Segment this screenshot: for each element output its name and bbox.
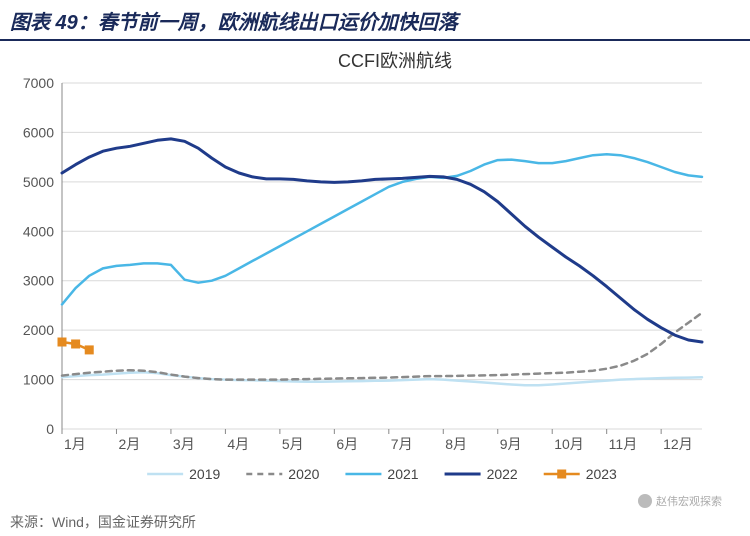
legend-label: 2022 — [487, 466, 518, 482]
marker-2023 — [58, 338, 67, 347]
series-2021 — [62, 154, 702, 304]
x-tick-label: 7月 — [391, 436, 413, 452]
source-label: 来源：Wind，国金证券研究所 — [0, 508, 750, 536]
legend-label: 2023 — [586, 466, 617, 482]
x-tick-label: 8月 — [445, 436, 467, 452]
x-tick-label: 12月 — [663, 436, 693, 452]
y-tick-label: 7000 — [23, 75, 54, 91]
x-tick-label: 3月 — [173, 436, 195, 452]
chart-title: CCFI欧洲航线 — [0, 47, 750, 73]
x-tick-label: 1月 — [64, 436, 86, 452]
x-tick-label: 9月 — [500, 436, 522, 452]
series-2020 — [62, 313, 702, 380]
y-tick-label: 5000 — [23, 174, 54, 190]
x-tick-label: 4月 — [227, 436, 249, 452]
marker-2023 — [71, 339, 80, 348]
x-tick-label: 5月 — [282, 436, 304, 452]
watermark-icon — [638, 494, 652, 508]
x-tick-label: 10月 — [554, 436, 584, 452]
y-tick-label: 1000 — [23, 372, 54, 388]
chart-area: 0 1000 2000 3000 4000 5000 6000 7000 1月 2月 3月 4月 5月 6… — [0, 73, 750, 508]
figure-header: 图表 49：春节前一周，欧洲航线出口运价加快回落 — [0, 0, 750, 41]
x-tick-label: 11月 — [609, 436, 638, 452]
legend-label: 2021 — [387, 466, 418, 482]
figure-number: 图表 49： — [10, 12, 98, 34]
y-tick-label: 6000 — [23, 124, 54, 140]
legend-label: 2019 — [189, 466, 220, 482]
y-tick-label: 0 — [46, 421, 54, 437]
watermark: 赵伟宏观探索 — [638, 493, 722, 509]
watermark-text: 赵伟宏观探索 — [656, 493, 722, 509]
x-tick-label: 6月 — [336, 436, 358, 452]
line-chart: 0 1000 2000 3000 4000 5000 6000 7000 1月 2月 3月 4月 5月 6… — [0, 73, 720, 503]
x-tick-label: 2月 — [118, 436, 140, 452]
legend-label: 2020 — [288, 466, 319, 482]
marker-2023 — [85, 345, 94, 354]
y-tick-label: 4000 — [23, 223, 54, 239]
figure-container: 图表 49：春节前一周，欧洲航线出口运价加快回落 CCFI欧洲航线 0 1000 2… — [0, 0, 750, 533]
legend-marker — [557, 470, 566, 479]
y-tick-label: 3000 — [23, 273, 54, 289]
series-2022 — [62, 139, 702, 342]
figure-title: 春节前一周，欧洲航线出口运价加快回落 — [98, 12, 458, 34]
y-tick-label: 2000 — [23, 322, 54, 338]
